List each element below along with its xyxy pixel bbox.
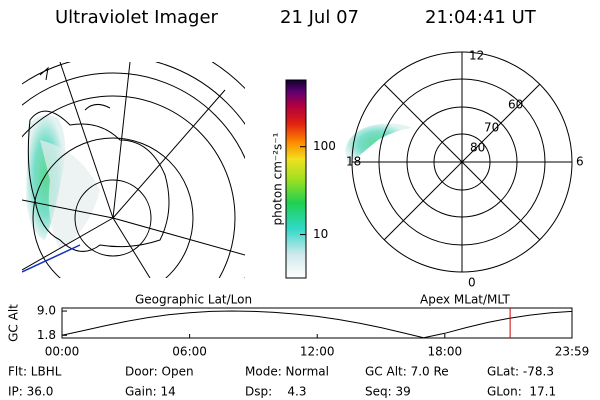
outer-circle xyxy=(351,51,573,273)
lat-circle xyxy=(74,179,152,257)
continent xyxy=(27,110,170,252)
lat-circle xyxy=(22,95,236,278)
title: Ultraviolet Imager xyxy=(55,7,219,28)
x-tick-label: 00:00 xyxy=(45,345,80,359)
info-field: Gain: 14 xyxy=(125,385,176,399)
info-field: IP: 36.0 xyxy=(8,385,53,399)
info-field: Flt: LBHL xyxy=(8,365,62,379)
info-field: Dsp: 4.3 xyxy=(245,385,307,399)
geographic-map xyxy=(22,62,245,278)
aurora xyxy=(345,123,412,165)
lat-circle xyxy=(406,106,518,218)
mlt-label: 12 xyxy=(469,49,484,63)
lat-label: 60 xyxy=(508,98,523,112)
colorbar-label: photon cm⁻²s⁻¹ xyxy=(271,132,285,225)
lon-lines xyxy=(22,62,245,278)
lat-label: 70 xyxy=(484,121,499,135)
x-tick-label: 18:00 xyxy=(428,345,463,359)
colorbar-tick-label: 10 xyxy=(313,227,328,241)
panel-label: Geographic Lat/Lon xyxy=(135,293,252,307)
info-field: GLat: -78.3 xyxy=(487,365,554,379)
y-axis-label: GC Alt xyxy=(7,304,21,342)
colorbar-tick-label: 100 xyxy=(313,139,336,153)
date: 21 Jul 07 xyxy=(280,7,359,28)
altitude-line xyxy=(61,310,573,339)
mlt-lines xyxy=(352,52,572,272)
info-field: Door: Open xyxy=(125,365,194,379)
info-field: Seq: 39 xyxy=(365,385,411,399)
info-field: Mode: Normal xyxy=(245,365,329,379)
mlt-map: 80 70 60 12 18 6 0 xyxy=(345,49,584,290)
coast xyxy=(39,66,111,111)
mlt-label: 6 xyxy=(576,155,584,169)
y-tick-label: 9.0 xyxy=(37,304,56,318)
lat-label: 80 xyxy=(470,141,485,155)
lat-circle xyxy=(22,72,245,278)
x-tick-label: 23:59 xyxy=(555,345,590,359)
panel-label: Apex MLat/MLT xyxy=(420,293,510,307)
aurora-faint xyxy=(40,140,100,250)
lat-circle xyxy=(433,133,491,191)
y-tick-label: 1.8 xyxy=(37,328,56,342)
x-tick-label: 12:00 xyxy=(300,345,335,359)
terminator xyxy=(22,244,81,273)
plot-frame xyxy=(61,307,573,339)
mlt-label: 18 xyxy=(346,155,361,169)
info-field: GLon: 17.1 xyxy=(487,385,556,399)
time: 21:04:41 UT xyxy=(425,7,537,28)
info-field: GC Alt: 7.0 Re xyxy=(365,365,449,379)
lat-circle xyxy=(378,78,546,246)
x-tick-label: 06:00 xyxy=(172,345,207,359)
colorbar xyxy=(285,79,307,279)
lat-circle xyxy=(32,137,194,278)
mlt-label: 0 xyxy=(468,276,476,290)
